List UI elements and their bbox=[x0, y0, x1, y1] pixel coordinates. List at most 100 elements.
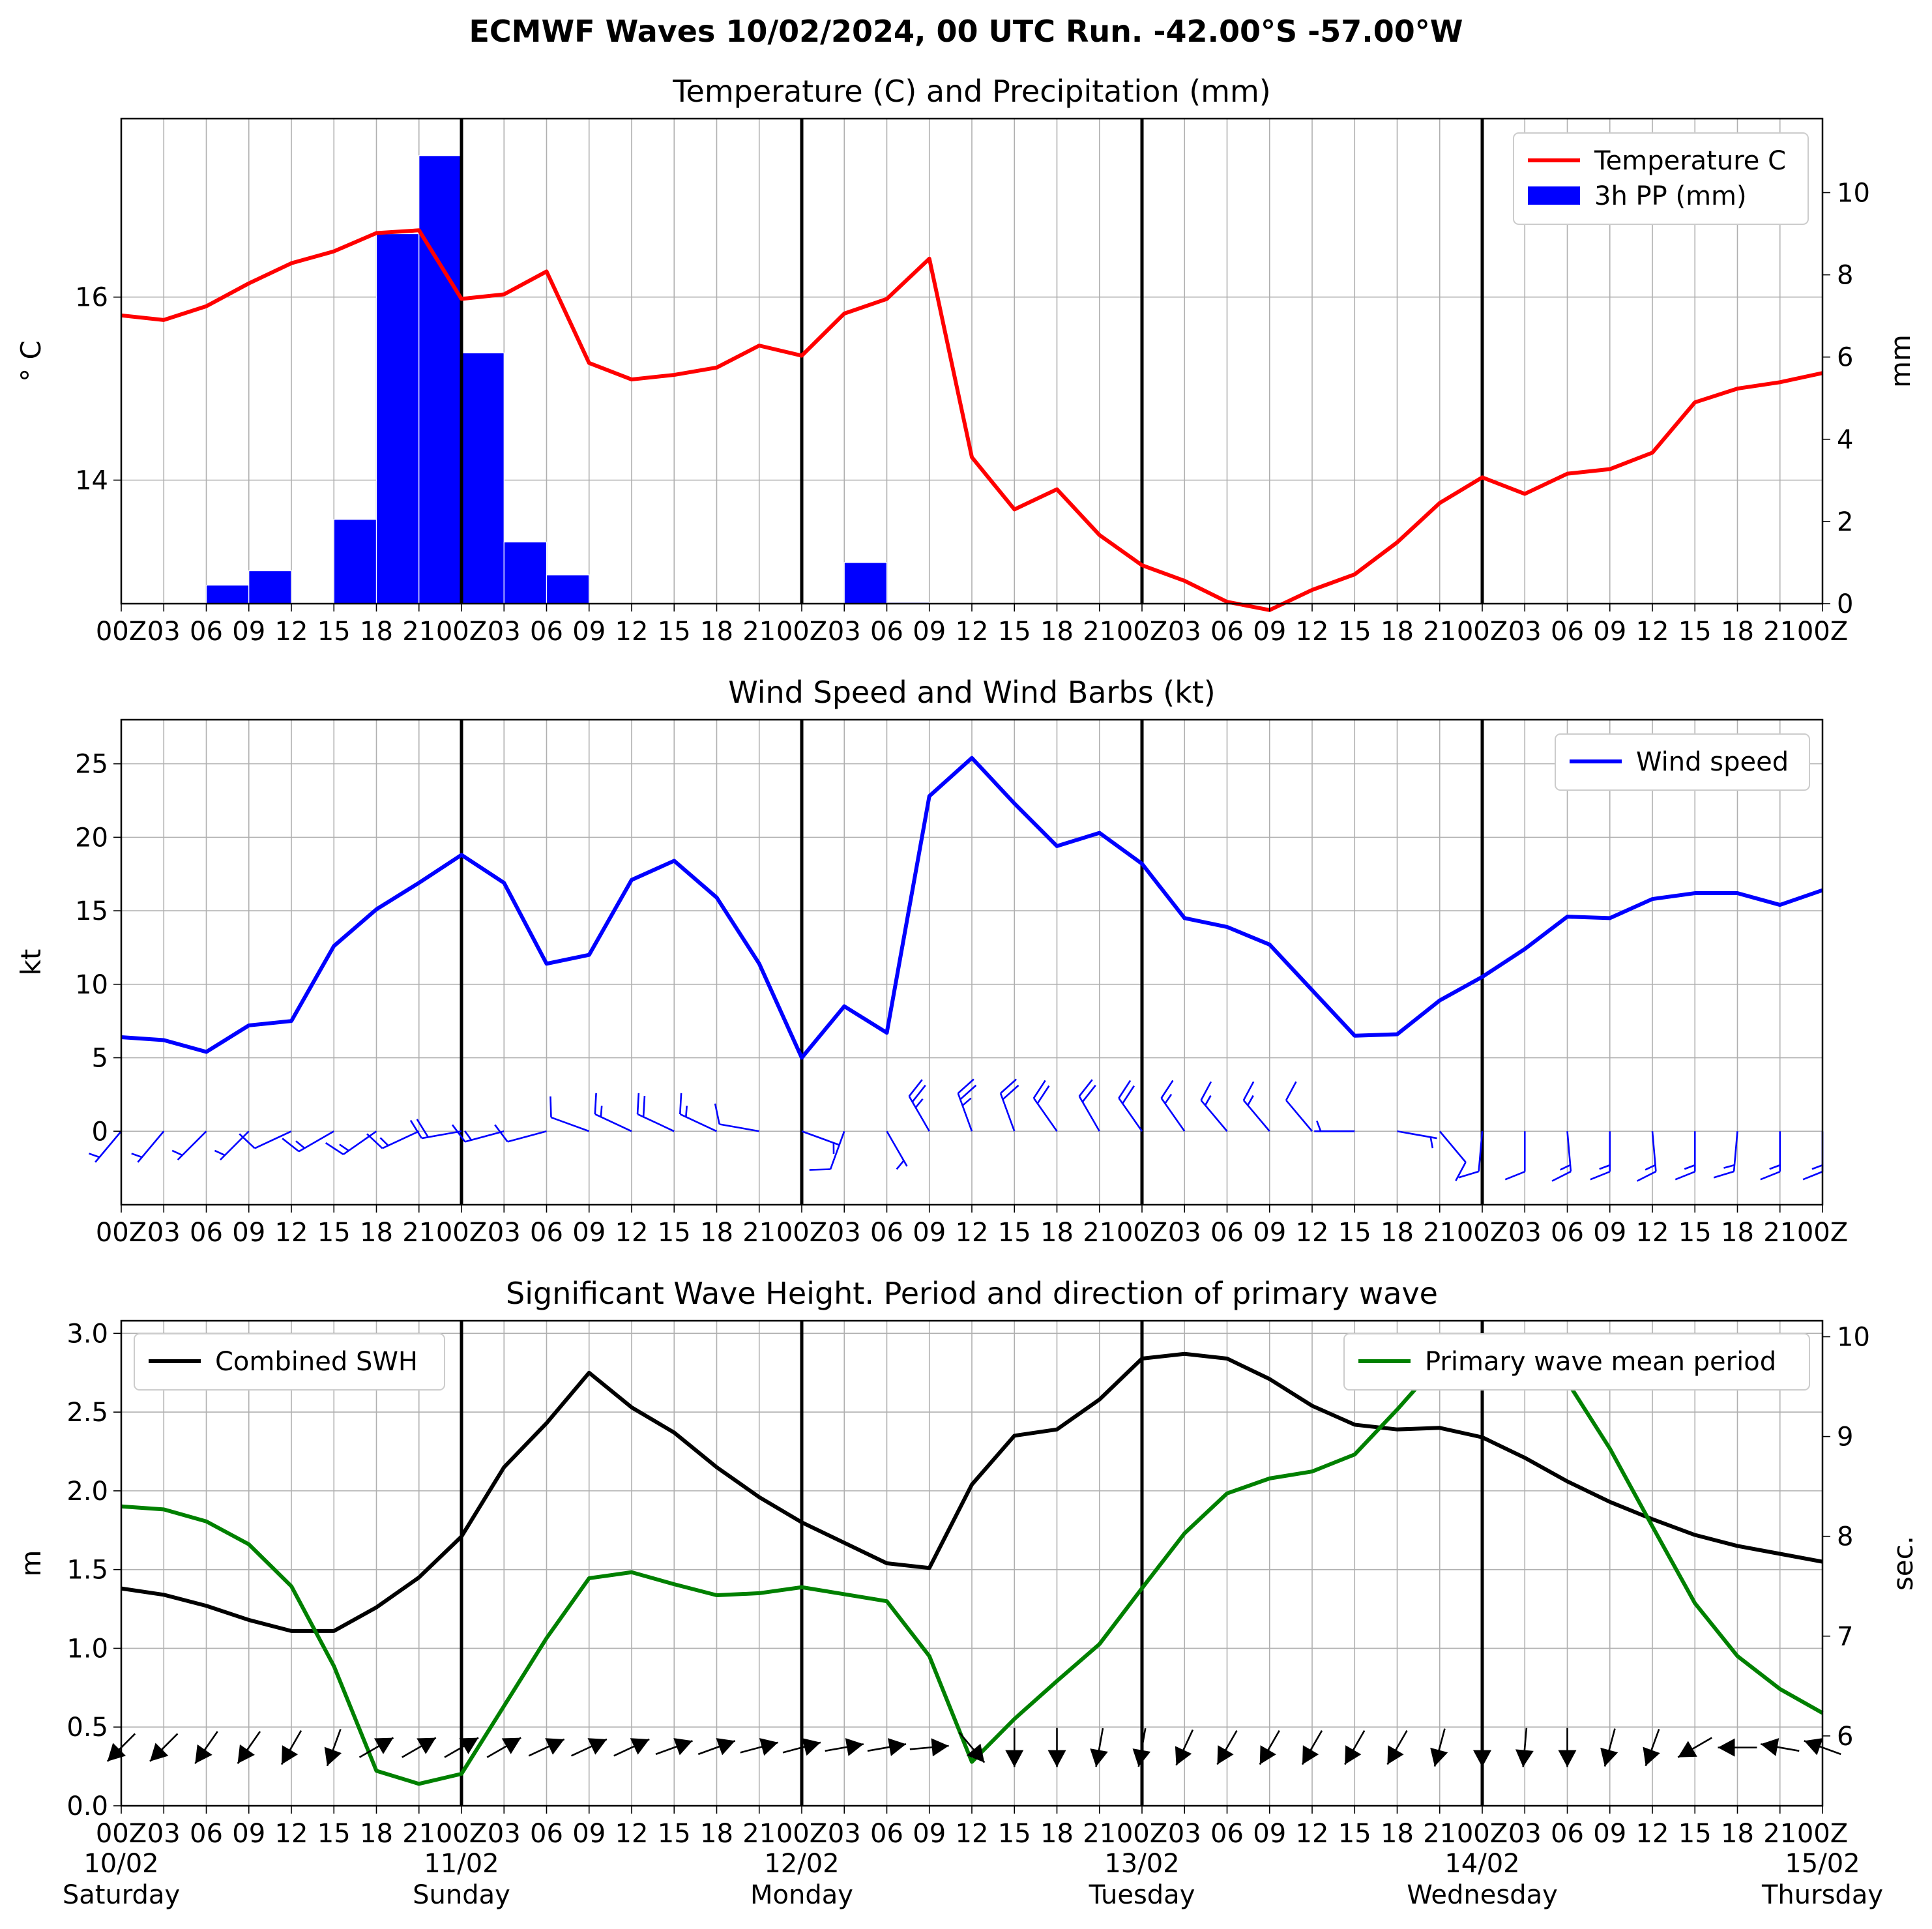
day-weekday-label: Thursday bbox=[1761, 1880, 1883, 1910]
wind-barb-half bbox=[601, 1106, 602, 1117]
wind-barb-full bbox=[282, 1138, 299, 1151]
x-tick-label: 09 bbox=[1253, 617, 1286, 647]
wind-barb bbox=[282, 1131, 334, 1151]
wind-barb bbox=[367, 1131, 419, 1148]
wind-speed-line-point bbox=[1652, 899, 1653, 900]
period-line-point bbox=[1099, 1644, 1100, 1645]
x-tick-label: 18 bbox=[1040, 617, 1074, 647]
period-line-point bbox=[1184, 1533, 1185, 1534]
y-tick-label: 3.0 bbox=[66, 1319, 108, 1349]
x-tick-label: 18 bbox=[360, 617, 393, 647]
day-date-label: 14/02 bbox=[1444, 1849, 1519, 1879]
wave-direction-arrow bbox=[1048, 1728, 1066, 1767]
swh-line-point bbox=[1099, 1399, 1100, 1400]
x-tick-label: 00Z bbox=[1117, 1218, 1167, 1248]
y-tick-label: 20 bbox=[75, 823, 108, 853]
x-tick-label: 09 bbox=[1593, 1819, 1626, 1849]
temperature-line-point bbox=[248, 283, 249, 284]
y-tick-label: 1.0 bbox=[66, 1634, 108, 1664]
x-tick-label: 00Z bbox=[436, 1819, 487, 1849]
wind-barb bbox=[1286, 1082, 1312, 1131]
wind-barb bbox=[887, 1131, 907, 1169]
x-tick-label: 06 bbox=[1551, 617, 1584, 647]
wind-barb-full bbox=[1590, 1171, 1610, 1179]
x-tick-label: 12 bbox=[1636, 1819, 1669, 1849]
swh-line-point bbox=[1397, 1429, 1398, 1430]
x-tick-label: 12 bbox=[1636, 1218, 1669, 1248]
x-tick-label: 18 bbox=[700, 1819, 733, 1849]
x-tick-label: 15 bbox=[317, 617, 351, 647]
day-weekday-label: Sunday bbox=[413, 1880, 510, 1910]
x-tick-label: 09 bbox=[232, 617, 265, 647]
x-tick-label: 21 bbox=[1763, 1819, 1796, 1849]
x-tick-label: 09 bbox=[1593, 617, 1626, 647]
wind-barb-half bbox=[1600, 1165, 1610, 1169]
wind-barb-full bbox=[643, 1096, 645, 1117]
wave-direction-arrow bbox=[1600, 1729, 1618, 1767]
x-tick-label: 03 bbox=[1168, 1218, 1201, 1248]
wind-speed-line-point bbox=[1737, 893, 1738, 894]
wind-barb bbox=[172, 1131, 206, 1160]
wind-barb-half bbox=[1560, 1165, 1570, 1170]
y2-tick-label: 8 bbox=[1837, 261, 1853, 291]
wind-barb bbox=[1761, 1131, 1780, 1179]
x-tick-label: 15 bbox=[1678, 1819, 1712, 1849]
wind-barb bbox=[411, 1119, 461, 1138]
precipitation-bar bbox=[844, 563, 886, 604]
wind-barb-half bbox=[963, 1098, 971, 1106]
wind-barb bbox=[680, 1093, 716, 1131]
x-tick-label: 12 bbox=[275, 1819, 308, 1849]
wave-arrow-head bbox=[1473, 1750, 1491, 1767]
y2-tick-label: 6 bbox=[1837, 1722, 1853, 1752]
wave-direction-arrow bbox=[1643, 1729, 1660, 1765]
x-tick-label: 09 bbox=[1593, 1218, 1626, 1248]
x-tick-label: 00Z bbox=[436, 1218, 487, 1248]
wave-direction-arrow bbox=[1473, 1728, 1491, 1767]
suptitle: ECMWF Waves 10/02/2024, 00 UTC Run. -42.… bbox=[469, 14, 1463, 49]
x-tick-label: 15 bbox=[998, 1218, 1031, 1248]
x-tick-label: 06 bbox=[1210, 617, 1244, 647]
period-line-point bbox=[206, 1521, 207, 1522]
wind-barb-half bbox=[897, 1160, 904, 1169]
wave-direction-arrow bbox=[1430, 1729, 1448, 1767]
wind-speed-line-point bbox=[1779, 905, 1780, 906]
wind-barb-half bbox=[1165, 1095, 1171, 1104]
period-line-point bbox=[674, 1584, 675, 1585]
x-tick-label: 21 bbox=[1423, 617, 1456, 647]
wave-arrow-head bbox=[1345, 1745, 1361, 1765]
temperature-line-point bbox=[1652, 452, 1653, 453]
wind-barb-staff bbox=[1286, 1100, 1312, 1131]
wave-arrow-head bbox=[802, 1738, 821, 1756]
x-tick-label: 21 bbox=[402, 1218, 435, 1248]
wind-barb-half bbox=[89, 1153, 99, 1157]
x-tick-label: 00Z bbox=[96, 617, 147, 647]
swh-line-point bbox=[1184, 1353, 1185, 1354]
wave-arrow-head bbox=[195, 1745, 212, 1763]
wind-barb bbox=[1244, 1082, 1270, 1131]
x-tick-label: 12 bbox=[1296, 1218, 1329, 1248]
swh-line-point bbox=[546, 1423, 547, 1424]
x-tick-label: 18 bbox=[1721, 1819, 1754, 1849]
x-tick-label: 09 bbox=[572, 1218, 606, 1248]
x-tick-label: 00Z bbox=[776, 1218, 827, 1248]
x-tick-label: 18 bbox=[1381, 1819, 1414, 1849]
wind-speed-line-point bbox=[1099, 832, 1100, 833]
wind-barb-full bbox=[1079, 1080, 1092, 1096]
x-tick-label: 00Z bbox=[1457, 1819, 1508, 1849]
precipitation-bar bbox=[334, 520, 376, 604]
x-tick-label: 15 bbox=[658, 1218, 691, 1248]
y-tick-label: 0.0 bbox=[66, 1791, 108, 1821]
wind-barb-full bbox=[1003, 1085, 1018, 1100]
x-tick-label: 03 bbox=[147, 617, 181, 647]
wind-barb-full bbox=[239, 1134, 255, 1148]
day-weekday-label: Monday bbox=[750, 1880, 853, 1910]
wind-barb-full bbox=[1803, 1171, 1822, 1179]
wind-barb-staff bbox=[720, 1125, 759, 1132]
y2-tick-label: 7 bbox=[1837, 1622, 1853, 1652]
x-tick-label: 15 bbox=[658, 617, 691, 647]
wind-barb-full bbox=[1637, 1171, 1656, 1181]
wind-barb bbox=[550, 1097, 589, 1132]
wind-speed-line-point bbox=[1014, 803, 1015, 804]
x-tick-label: 15 bbox=[317, 1218, 351, 1248]
swh-line-point bbox=[1567, 1481, 1568, 1482]
